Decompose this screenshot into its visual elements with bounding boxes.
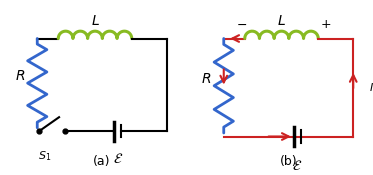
Text: $L$: $L$ xyxy=(91,14,100,28)
Text: $S_1$: $S_1$ xyxy=(38,149,51,163)
Text: $R$: $R$ xyxy=(15,69,25,83)
Text: (a): (a) xyxy=(93,155,111,168)
Text: $\mathcal{E}$: $\mathcal{E}$ xyxy=(292,159,303,173)
Text: $R$: $R$ xyxy=(201,72,211,86)
Text: $-$: $-$ xyxy=(236,18,247,31)
Text: $+$: $+$ xyxy=(320,18,331,31)
Text: $\mathcal{E}$: $\mathcal{E}$ xyxy=(113,152,123,166)
Text: $L$: $L$ xyxy=(277,14,286,28)
Text: (b): (b) xyxy=(280,155,297,168)
Text: $I(t)$: $I(t)$ xyxy=(369,81,373,94)
